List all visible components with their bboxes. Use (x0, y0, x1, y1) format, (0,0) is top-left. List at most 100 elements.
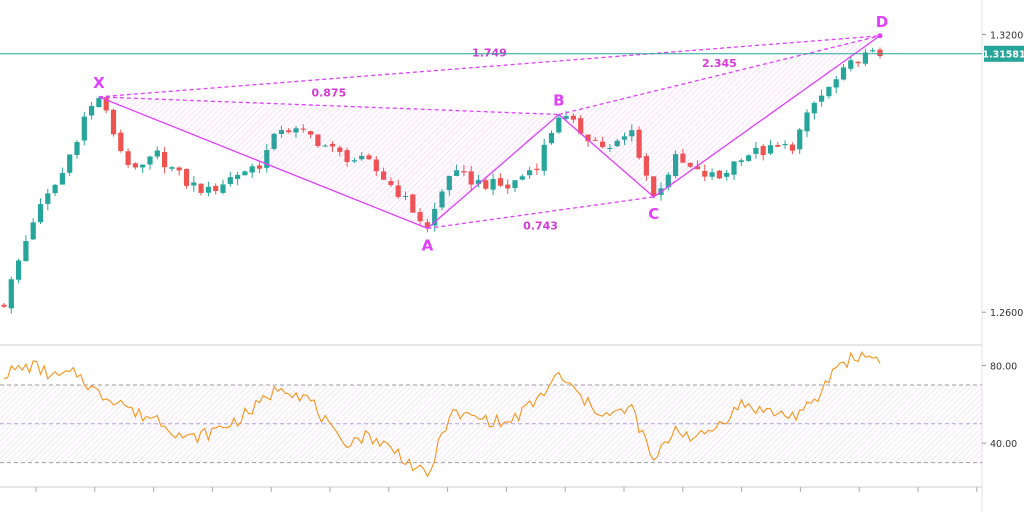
pattern-ratio-label: 0.743 (523, 220, 558, 233)
candle-body (797, 129, 803, 150)
pattern-point-label-c: C (648, 205, 659, 223)
pattern-ratio-label: 1.749 (472, 46, 507, 59)
rsi-tick-label: 80.00 (990, 362, 1017, 373)
candle (833, 75, 839, 94)
candle (118, 129, 124, 153)
candle (862, 48, 868, 67)
candle (125, 148, 131, 168)
candle (556, 114, 562, 134)
candle-body (103, 97, 109, 111)
candle-body (746, 155, 752, 161)
candle-body (256, 165, 263, 169)
candle-body (16, 260, 22, 280)
candle (716, 169, 722, 180)
price-tick-label: 1.26000 (990, 308, 1024, 319)
candle-body (45, 193, 51, 204)
candle-body (96, 98, 102, 108)
candle (191, 176, 197, 192)
candle-body (534, 168, 540, 171)
candle (132, 162, 138, 170)
candle-body (176, 167, 182, 171)
rsi-axis: 80.00 40.00 (982, 362, 1017, 450)
candle-body (789, 144, 795, 151)
pattern-leg-xa (98, 96, 428, 230)
candle (490, 173, 496, 196)
candle-body (8, 279, 14, 309)
candle-body (760, 146, 766, 156)
candle-body (724, 173, 730, 177)
candle-body (183, 169, 190, 186)
candle-body (235, 174, 241, 179)
candle-body (118, 132, 124, 152)
candle (81, 111, 87, 146)
candle-body (767, 145, 774, 154)
candle (169, 165, 175, 172)
candle (176, 166, 182, 176)
rsi-line (3, 351, 881, 478)
rsi-tick-label: 40.00 (990, 439, 1017, 450)
candle (840, 64, 847, 81)
candle-body (154, 150, 160, 157)
candle-body (811, 102, 817, 114)
candle-body (249, 166, 255, 173)
candle (256, 160, 263, 173)
candle-body (731, 161, 737, 175)
candle (702, 164, 708, 182)
candle (8, 276, 14, 314)
candle (512, 180, 518, 193)
candle-body (804, 112, 810, 132)
pattern-ratio-label: 0.875 (311, 87, 346, 100)
candle-body (527, 170, 533, 176)
candle-body (840, 67, 847, 80)
candle (797, 127, 803, 154)
candle (37, 198, 44, 224)
candle (738, 158, 744, 167)
candle-body (833, 79, 839, 88)
candle (848, 55, 854, 72)
candle (140, 164, 146, 174)
candle (724, 169, 730, 181)
candle-body (716, 170, 722, 179)
candle (877, 47, 883, 59)
candle-body (709, 172, 715, 177)
candle-body (52, 184, 58, 194)
candle (819, 89, 825, 107)
candle (205, 181, 211, 197)
candle (527, 166, 533, 179)
current-price-tag (984, 45, 1024, 62)
candle (52, 184, 58, 196)
candle-body (59, 173, 65, 185)
pattern-line-bd (558, 35, 881, 116)
candle-body (541, 144, 547, 171)
pattern-line-ac (427, 196, 654, 230)
candle (870, 47, 876, 53)
candle (59, 167, 65, 185)
candle (483, 177, 489, 191)
current-price-label: 1.31581 (982, 49, 1024, 60)
candle-body (198, 183, 204, 193)
candle (162, 146, 168, 174)
candle (760, 143, 766, 161)
candle-body (694, 166, 701, 170)
candle-body (191, 182, 197, 186)
candle (1, 302, 7, 309)
candle-body (1, 304, 7, 307)
candle (96, 97, 102, 108)
candle (519, 174, 525, 181)
candle (855, 61, 861, 67)
candle (541, 138, 547, 176)
candle (782, 140, 788, 149)
candle (89, 101, 95, 120)
candle (731, 161, 737, 181)
pattern-leg-ab (426, 114, 560, 229)
pattern-triangle-bcd (558, 35, 880, 197)
candle (16, 258, 22, 284)
candle (45, 188, 51, 211)
candle-body (826, 86, 832, 97)
candle-body (738, 160, 744, 163)
candle-body (862, 52, 868, 64)
candle-body (147, 156, 153, 165)
